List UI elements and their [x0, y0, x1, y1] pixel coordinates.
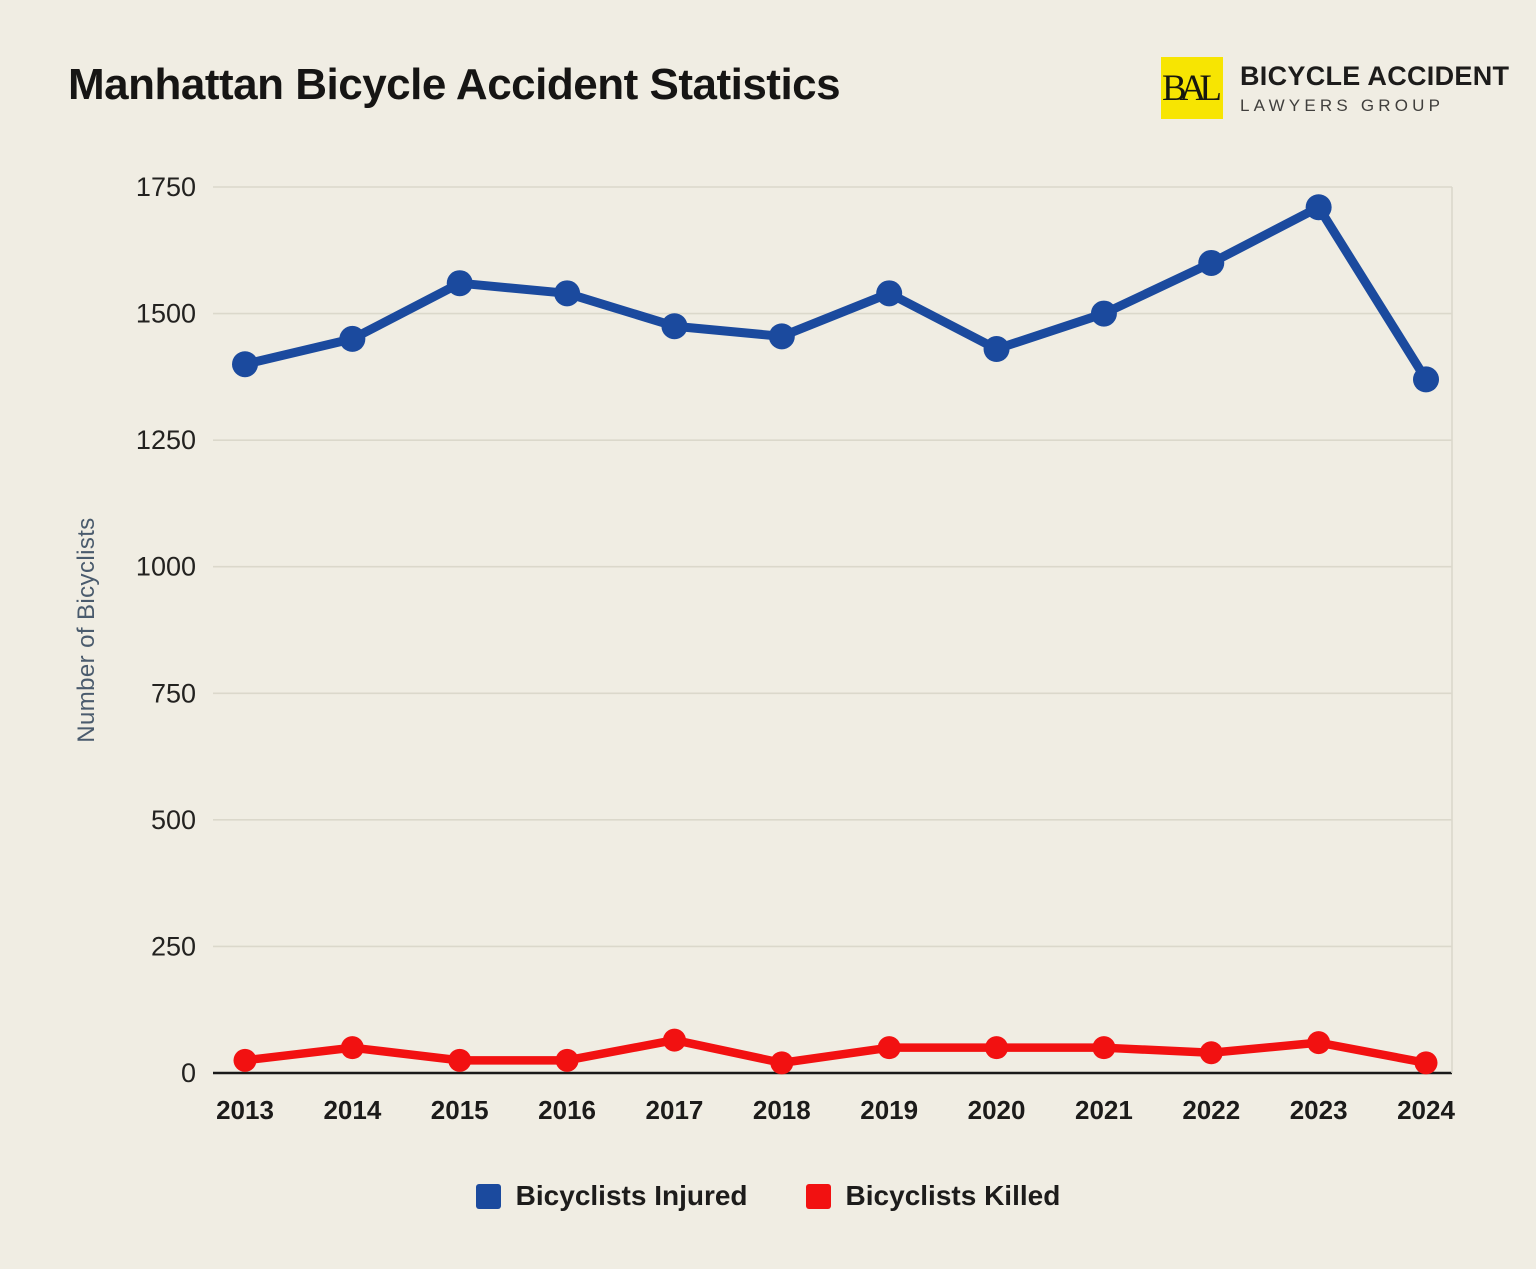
x-tick-label: 2019: [860, 1095, 918, 1125]
y-tick-label: 500: [151, 805, 196, 835]
data-point: [768, 323, 795, 350]
x-tick-label: 2016: [538, 1095, 596, 1125]
data-point: [1090, 300, 1117, 327]
logo: BAL BICYCLE ACCIDENT LAWYERS GROUP: [1161, 57, 1509, 119]
data-point: [1092, 1036, 1116, 1060]
data-point: [340, 1036, 364, 1060]
legend-item: Bicyclists Killed: [805, 1180, 1061, 1212]
y-tick-label: 250: [151, 931, 196, 961]
legend-item: Bicyclists Injured: [475, 1180, 748, 1212]
legend-label: Bicyclists Killed: [845, 1180, 1061, 1211]
legend-label: Bicyclists Injured: [515, 1180, 748, 1211]
legend-swatch-icon: [805, 1183, 831, 1209]
logo-monogram-text: BAL: [1162, 67, 1222, 109]
data-point: [233, 1048, 257, 1072]
x-tick-label: 2017: [646, 1095, 704, 1125]
x-tick-label: 2015: [431, 1095, 489, 1125]
x-tick-label: 2022: [1182, 1095, 1240, 1125]
data-point: [448, 1048, 472, 1072]
x-tick-label: 2020: [968, 1095, 1026, 1125]
data-point: [983, 336, 1010, 363]
y-tick-label: 1250: [136, 425, 196, 455]
data-point: [1414, 1051, 1438, 1075]
data-point: [339, 325, 366, 352]
y-tick-label: 1500: [136, 299, 196, 329]
data-point: [876, 280, 903, 307]
logo-name: BICYCLE ACCIDENT: [1240, 60, 1510, 91]
chart-legend: Bicyclists Injured Bicyclists Killed: [0, 1180, 1536, 1212]
page-title: Manhattan Bicycle Accident Statistics: [68, 60, 841, 109]
data-point: [662, 1028, 686, 1052]
x-tick-label: 2024: [1397, 1095, 1455, 1125]
x-tick-label: 2021: [1075, 1095, 1133, 1125]
series-line-1: [240, 1035, 1431, 1068]
x-tick-label: 2023: [1290, 1095, 1348, 1125]
data-point: [877, 1036, 901, 1060]
bal-monogram-icon: BAL: [1161, 57, 1223, 119]
x-tick-label: 2013: [216, 1095, 274, 1125]
logo-wordmark: BICYCLE ACCIDENT LAWYERS GROUP: [1240, 60, 1510, 115]
y-tick-label: 1750: [136, 172, 196, 202]
data-point: [1198, 249, 1225, 276]
data-point: [446, 270, 473, 297]
y-tick-label: 0: [181, 1058, 196, 1088]
data-point: [1307, 1031, 1331, 1055]
x-tick-label: 2018: [753, 1095, 811, 1125]
y-tick-label: 750: [151, 678, 196, 708]
data-point: [661, 313, 688, 340]
data-point: [1199, 1041, 1223, 1065]
data-point: [985, 1036, 1009, 1060]
legend-swatch-icon: [475, 1183, 501, 1209]
x-tick-label: 2014: [323, 1095, 381, 1125]
data-point: [770, 1051, 794, 1075]
series-line-0: [240, 202, 1431, 384]
logo-subtitle: LAWYERS GROUP: [1240, 95, 1445, 115]
data-point: [555, 1048, 579, 1072]
y-tick-label: 1000: [136, 552, 196, 582]
data-point: [554, 280, 581, 307]
data-point: [232, 351, 258, 378]
data-point: [1413, 366, 1439, 393]
data-point: [1305, 194, 1332, 221]
